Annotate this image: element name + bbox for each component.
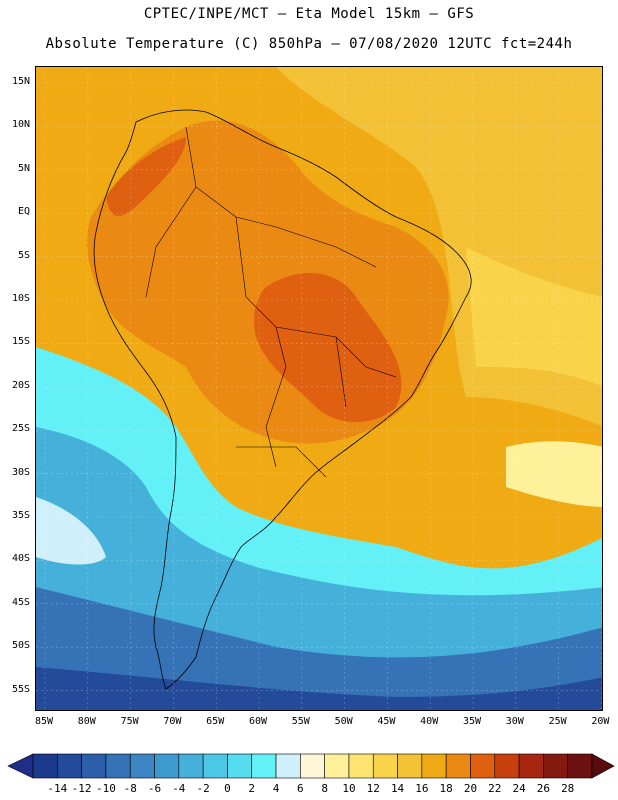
latitude-label: 15N xyxy=(11,76,30,87)
colorbar-tick-label: -8 xyxy=(123,782,137,795)
colorbar-swatch xyxy=(81,753,107,779)
longitude-label: 80W xyxy=(77,716,96,727)
field-atlantic-pale-2 xyxy=(506,441,602,507)
colorbar-swatch xyxy=(251,753,277,779)
colorbar-tick-label: 22 xyxy=(488,782,502,795)
latitude-label: 55S xyxy=(11,683,30,695)
longitude-label: 35W xyxy=(462,716,482,727)
colorbar-tick-label: 4 xyxy=(272,782,280,795)
colorbar-tick-label: 28 xyxy=(561,782,575,795)
field-andes-hot xyxy=(106,137,186,216)
latitude-label: 5S xyxy=(17,249,30,261)
latitude-label: 40S xyxy=(11,553,30,565)
colorbar-swatch xyxy=(567,753,593,779)
colorbar-swatch xyxy=(178,753,204,779)
colorbar-tick-label: 10 xyxy=(342,782,356,795)
longitude-label: 20W xyxy=(591,716,610,727)
colorbar-tick-label: 14 xyxy=(390,782,405,795)
latitude-label: 20S xyxy=(11,379,30,391)
latitude-label: 25S xyxy=(11,423,30,435)
colorbar-swatch xyxy=(421,753,447,779)
longitude-label: 70W xyxy=(163,716,182,727)
colorbar-tick-label: -4 xyxy=(172,782,186,795)
colorbar-tick-label: 6 xyxy=(297,782,304,795)
colorbar-tick-label: 8 xyxy=(321,782,328,795)
latitude-label: 45S xyxy=(11,596,30,608)
longitude-label: 60W xyxy=(248,716,268,727)
colorbar-tick-label: -10 xyxy=(95,782,116,795)
colorbar-swatch xyxy=(32,753,58,779)
colorbar-swatch xyxy=(397,753,423,779)
colorbar-tick-label: 18 xyxy=(439,782,453,795)
colorbar-tick-label: 20 xyxy=(463,782,478,795)
colorbar-tick-label: -14 xyxy=(47,782,68,795)
colorbar-tick-label: 2 xyxy=(248,782,256,795)
colorbar-swatch xyxy=(470,753,496,779)
internal-borders xyxy=(145,126,397,478)
colorbar-over-arrow xyxy=(591,753,615,779)
colorbar-swatch xyxy=(202,753,228,779)
south-america-outline xyxy=(93,109,472,690)
temperature-map[interactable] xyxy=(35,66,603,711)
longitude-label: 65W xyxy=(206,716,225,727)
field-cold-4 xyxy=(36,667,602,710)
longitude-label: 85W xyxy=(34,716,54,727)
latitude-label: 10S xyxy=(11,293,30,304)
colorbar-tick-label: -6 xyxy=(147,782,162,795)
colorbar-swatch xyxy=(57,753,82,779)
colorbar-swatch xyxy=(324,753,350,779)
map-title-line-1: CPTEC/INPE/MCT – Eta Model 15km – GFS xyxy=(143,6,475,22)
colorbar-swatch xyxy=(348,753,374,779)
latitude-label: 30S xyxy=(11,466,30,478)
colorbar-swatch xyxy=(129,753,155,779)
longitude-label: 30W xyxy=(505,716,524,727)
latitude-label: 10N xyxy=(11,119,30,131)
colorbar-tick-label: 12 xyxy=(366,782,380,795)
colorbar-swatch xyxy=(300,753,325,779)
colorbar-swatch xyxy=(275,753,301,779)
colorbar-swatch xyxy=(105,753,131,779)
colorbar-swatch xyxy=(518,753,544,779)
colorbar-swatch xyxy=(543,753,568,779)
colorbar-swatch xyxy=(227,753,253,779)
latitude-label: 5N xyxy=(17,162,30,174)
longitude-label: 25W xyxy=(548,716,567,727)
colorbar-tick-label: 16 xyxy=(415,782,429,795)
colorbar-tick-label: 24 xyxy=(512,782,526,795)
latitude-label: 50S xyxy=(11,640,30,652)
colorbar-swatch xyxy=(494,753,520,779)
longitude-label: 50W xyxy=(334,716,353,727)
colorbar-tick-label: 0 xyxy=(224,782,231,795)
field-atlantic-pale xyxy=(466,247,602,387)
latitude-label: EQ xyxy=(17,206,30,218)
colorbar-under-arrow xyxy=(7,753,34,779)
longitude-label: 75W xyxy=(120,716,139,727)
colorbar-swatch xyxy=(372,753,398,779)
colorbar-tick-label: -12 xyxy=(71,782,92,795)
longitude-label: 40W xyxy=(420,716,439,727)
longitude-label: 45W xyxy=(377,716,396,727)
colorbar-swatch xyxy=(154,753,180,779)
longitude-label: 55W xyxy=(291,716,310,727)
colorbar-tick-label: -2 xyxy=(196,782,210,795)
colorbar-tick-label: 26 xyxy=(536,782,551,795)
map-title-line-2: Absolute Temperature (C) 850hPa – 07/08/… xyxy=(45,36,573,52)
field-land-hot xyxy=(254,273,402,422)
colorbar-swatch xyxy=(445,753,471,779)
latitude-label: 15S xyxy=(11,336,30,348)
latitude-label: 35S xyxy=(11,510,30,521)
field-cold-pale-patch xyxy=(36,497,106,565)
